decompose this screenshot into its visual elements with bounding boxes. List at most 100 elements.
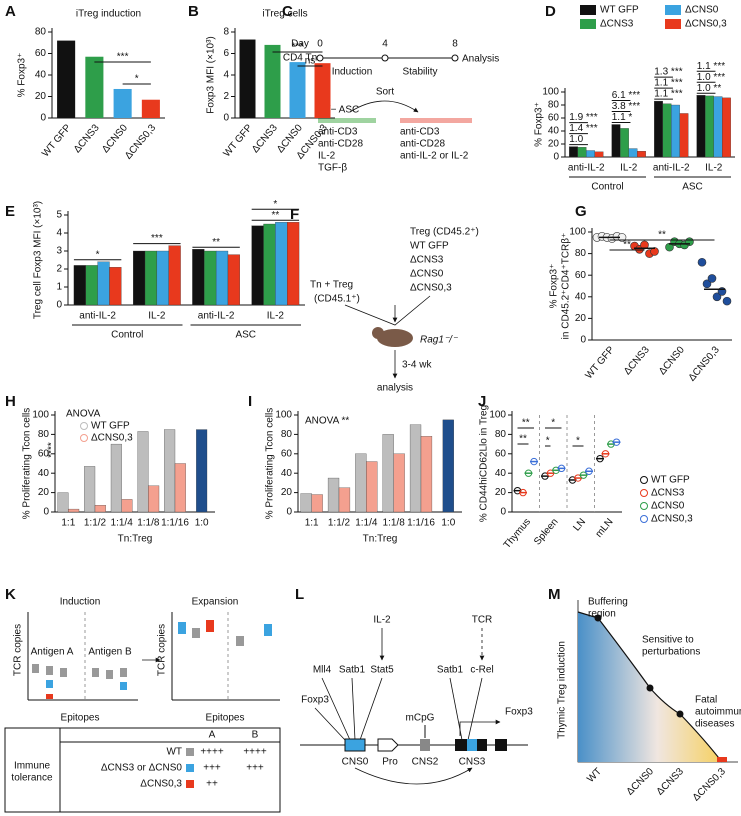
bar <box>57 492 69 513</box>
x-tick-label: IL-2 <box>620 163 638 174</box>
factor: Foxp3 <box>301 695 329 706</box>
table-cell: ++++ <box>200 747 224 758</box>
y-tick-label: 0 <box>223 113 229 124</box>
legend-swatch <box>640 515 648 523</box>
bar <box>569 146 578 158</box>
annotation: * <box>273 199 277 210</box>
condition: anti-CD3 <box>318 127 358 138</box>
condition: anti-IL-2 or IL-2 <box>400 151 469 162</box>
x-tick-label: 1:1/4 <box>111 518 134 529</box>
y-tick-label: 60 <box>38 448 50 459</box>
bar <box>164 429 176 513</box>
exon <box>455 739 467 751</box>
panel-letter: D <box>545 3 556 20</box>
point <box>596 454 604 463</box>
bar <box>327 477 340 513</box>
table-header: B <box>252 730 259 741</box>
x-tick-label: WT <box>585 766 604 785</box>
bar <box>289 62 306 118</box>
box <box>120 682 127 690</box>
y-tick-label: 100 <box>489 410 506 421</box>
y-axis-label: Treg cell Foxp3 MFI (×10³) <box>33 201 44 319</box>
bar <box>705 95 714 158</box>
x-tick-label: 1:1/8 <box>137 518 160 529</box>
region: autoimmune <box>695 707 741 718</box>
point <box>702 279 712 289</box>
annotation: 3.8 *** <box>612 101 640 112</box>
group-label: ASC <box>235 330 256 341</box>
y-tick-label: 4 <box>56 228 62 239</box>
y-tick-label: 60 <box>495 448 507 459</box>
bar <box>113 88 132 118</box>
x-axis-label: Epitopes <box>61 713 100 724</box>
x-tick-label: ΔCNS0 <box>657 344 687 377</box>
box <box>60 668 67 677</box>
point <box>697 257 707 267</box>
annotation: 1.0 <box>569 134 583 145</box>
bar <box>68 508 80 513</box>
bar <box>275 222 288 306</box>
panel-letter: H <box>5 393 16 410</box>
significance-label: ** <box>658 230 666 241</box>
panel-m: M Thymic Treg induction Buffering region… <box>548 586 741 804</box>
exon <box>495 739 507 751</box>
bar <box>722 97 731 158</box>
bar <box>311 494 323 513</box>
y-tick-label: 8 <box>223 27 229 38</box>
bar <box>696 95 706 158</box>
table-cell: ΔCNS3 or ΔCNS0 <box>101 763 183 774</box>
annotation: 1.9 *** <box>569 112 597 123</box>
x-tick-label: 1:1/8 <box>383 518 406 529</box>
annotation: 1.0 *** <box>697 72 725 83</box>
y-tick-label: 6 <box>223 48 229 59</box>
element-label: CNS2 <box>412 757 439 768</box>
bar <box>620 128 629 158</box>
point <box>712 292 722 302</box>
bar <box>314 63 331 118</box>
bar <box>196 429 208 513</box>
box <box>92 668 99 677</box>
y-tick-label: 0 <box>56 300 62 311</box>
box <box>206 620 214 632</box>
x-tick-label: 1:0 <box>195 518 209 529</box>
bar <box>300 493 312 513</box>
label: mCpG <box>406 713 435 724</box>
annotation: *** <box>151 233 163 244</box>
panel-letter: J <box>478 393 486 410</box>
point <box>650 247 659 256</box>
bar <box>671 104 680 158</box>
annotation: 1.3 *** <box>654 67 682 78</box>
mouse <box>377 329 413 347</box>
label: 3-4 wk <box>402 360 432 371</box>
day: 8 <box>452 39 458 50</box>
bar <box>420 436 433 513</box>
legend-swatch <box>640 489 648 497</box>
transcript <box>459 719 501 736</box>
bar <box>97 261 110 306</box>
box <box>192 628 200 638</box>
point <box>574 474 582 482</box>
y-tick-label: 0 <box>40 113 46 124</box>
point <box>557 464 566 473</box>
point <box>717 757 727 762</box>
point <box>676 710 684 718</box>
legend-label: ΔCNS3 <box>651 488 685 499</box>
bar <box>263 223 276 306</box>
y-tick-label: 3 <box>56 246 62 257</box>
bar <box>586 150 595 158</box>
culture-bar <box>318 118 376 123</box>
bar <box>215 250 229 306</box>
significance-label: ** <box>519 434 527 445</box>
bar <box>287 222 300 306</box>
time-point <box>451 54 459 62</box>
y-tick-label: 60 <box>548 113 560 124</box>
legend-swatch <box>580 19 596 29</box>
x-tick-label: 1:1/4 <box>355 518 378 529</box>
legend-swatch <box>640 476 648 484</box>
y-tick-label: 100 <box>32 410 49 421</box>
point <box>579 471 588 479</box>
significance-label: *** <box>292 42 304 53</box>
point <box>546 469 555 477</box>
point <box>640 240 649 250</box>
y-axis-label: % Foxp3⁺ <box>549 264 560 309</box>
